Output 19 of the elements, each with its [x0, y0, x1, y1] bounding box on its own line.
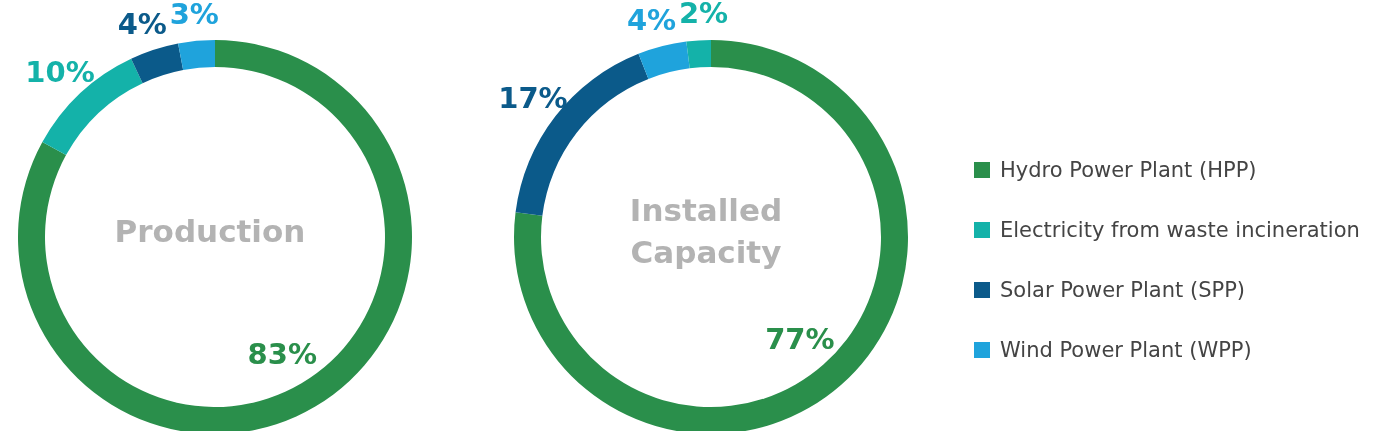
legend-label: Solar Power Plant (SPP) — [1000, 278, 1245, 302]
data-label: 4% — [117, 6, 167, 41]
donut-slice — [178, 40, 215, 71]
data-label: 3% — [169, 0, 219, 31]
data-label: 17% — [498, 80, 568, 115]
data-label: 2% — [678, 0, 729, 31]
data-label: 83% — [247, 337, 317, 372]
legend-label: Hydro Power Plant (HPP) — [1000, 158, 1257, 182]
donut-slice — [131, 43, 184, 84]
donut-slice — [18, 40, 412, 431]
donut-slice — [638, 41, 690, 79]
data-label: 10% — [25, 55, 95, 90]
data-label: 4% — [626, 2, 677, 37]
text: Installed Capacity — [629, 192, 783, 270]
text: Production — [114, 213, 306, 249]
legend-label: Wind Power Plant (WPP) — [1000, 338, 1252, 362]
legend-label: Electricity from waste incineration — [1000, 218, 1360, 242]
donut-slice — [686, 40, 711, 69]
data-label: 77% — [765, 321, 835, 356]
